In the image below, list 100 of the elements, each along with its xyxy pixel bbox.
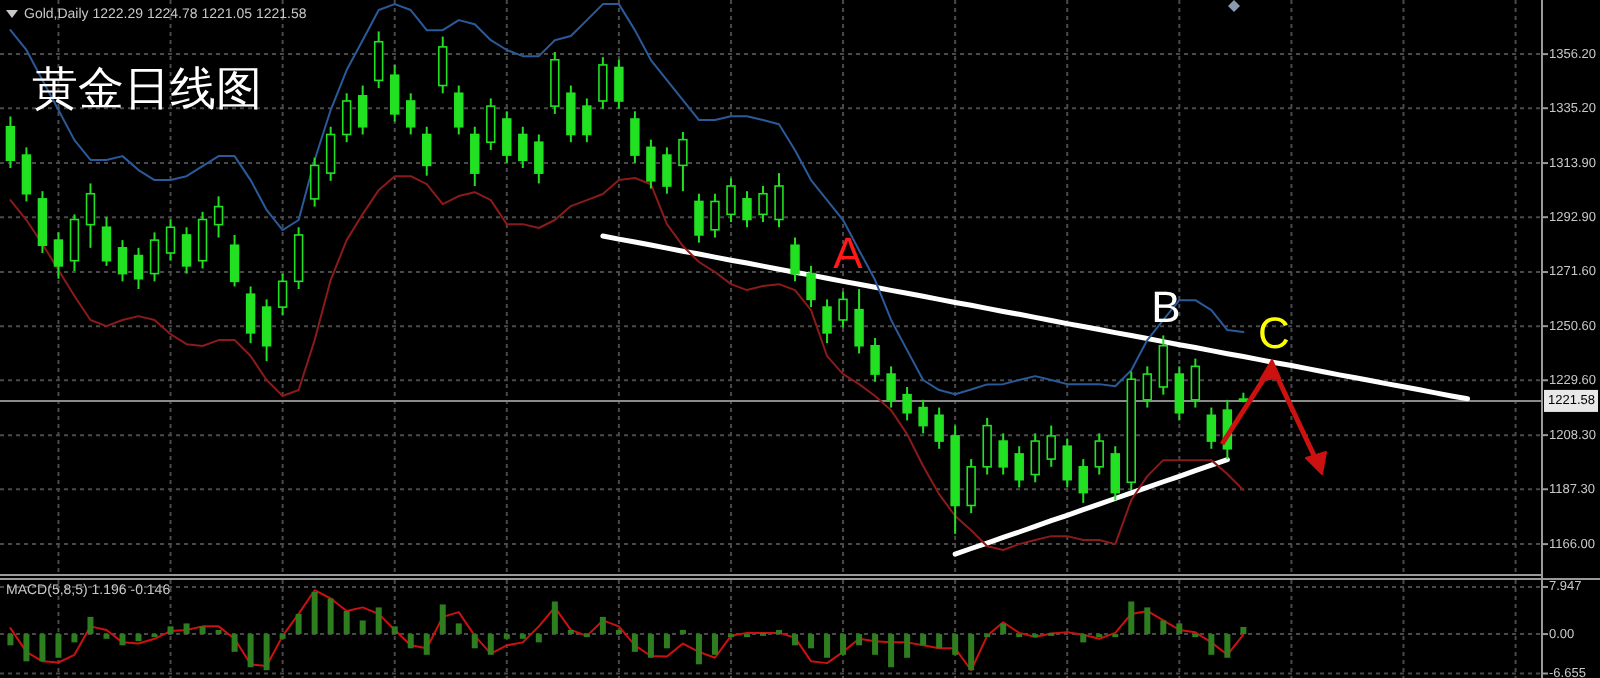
candlestick <box>454 84 464 136</box>
candlestick <box>774 172 784 229</box>
bar <box>87 616 94 635</box>
bar <box>888 634 895 668</box>
candlestick <box>726 177 736 224</box>
bar <box>231 634 238 652</box>
candlestick <box>870 337 880 383</box>
candlestick <box>1174 365 1185 422</box>
bar <box>808 634 815 649</box>
candlestick <box>229 233 240 288</box>
candlestick <box>646 138 656 190</box>
candlestick <box>678 130 688 193</box>
candlestick <box>53 231 64 280</box>
candlestick <box>902 385 912 422</box>
candlestick <box>293 226 304 291</box>
candlestick <box>373 30 384 90</box>
candlestick <box>742 190 752 229</box>
candlestick <box>630 110 640 164</box>
bar <box>23 634 30 662</box>
candlestick <box>357 84 368 136</box>
bar <box>663 634 670 649</box>
candlestick <box>598 56 608 110</box>
bar <box>391 626 398 635</box>
bar <box>359 620 366 635</box>
bar <box>439 604 446 635</box>
candlestick <box>1206 406 1217 450</box>
line-series <box>9 3 1245 396</box>
annotation: A <box>833 227 864 278</box>
bar <box>695 634 702 665</box>
bar <box>487 634 494 655</box>
bar <box>55 634 62 658</box>
line-series <box>952 457 1230 557</box>
bar <box>455 623 462 635</box>
line-series <box>600 233 1471 402</box>
bar <box>567 629 574 635</box>
bar <box>311 591 318 635</box>
bar <box>39 634 46 662</box>
bar <box>71 634 78 643</box>
candlestick <box>21 146 32 203</box>
bar <box>615 629 622 635</box>
candlestick <box>822 298 832 345</box>
candlestick <box>1142 365 1153 409</box>
candlestick <box>1014 445 1024 489</box>
candlestick <box>918 398 928 435</box>
candlestick <box>854 288 864 355</box>
candlestick <box>486 97 496 151</box>
bar <box>1128 601 1135 635</box>
bar <box>295 613 302 635</box>
bar <box>776 629 783 635</box>
bar <box>952 634 959 655</box>
bar <box>1240 626 1247 635</box>
candlestick <box>69 213 80 273</box>
bar <box>407 634 414 649</box>
bar <box>247 634 254 668</box>
bar <box>551 601 558 635</box>
candlestick <box>518 125 528 169</box>
candlestick <box>838 290 848 329</box>
candlestick <box>1046 424 1056 468</box>
candlestick <box>982 416 992 476</box>
bar <box>327 598 334 635</box>
bar <box>599 616 606 635</box>
candlestick <box>261 298 272 363</box>
candlestick <box>886 365 896 409</box>
bar <box>1176 623 1183 635</box>
bar <box>824 634 831 658</box>
bar <box>1224 634 1231 658</box>
candlestick <box>534 133 544 185</box>
bar <box>792 634 799 646</box>
bar <box>872 634 879 655</box>
candlestick <box>133 246 144 291</box>
candlestick <box>566 84 576 144</box>
candlestick <box>117 239 128 283</box>
candlestick <box>1190 357 1201 409</box>
candlestick <box>101 215 112 267</box>
candlestick <box>422 125 432 177</box>
bar <box>920 634 927 646</box>
candlestick <box>213 195 224 239</box>
candlestick <box>966 458 976 515</box>
bar <box>1080 634 1087 643</box>
candlestick <box>710 192 720 239</box>
candlestick <box>1078 458 1088 504</box>
candlestick <box>502 110 512 164</box>
candlestick <box>389 63 400 123</box>
candlestick <box>934 406 944 450</box>
annotation: C <box>1258 307 1291 358</box>
bar <box>471 634 478 649</box>
candlestick <box>85 182 96 249</box>
bar <box>1208 634 1215 655</box>
candlestick <box>550 51 560 115</box>
candlestick <box>149 231 160 283</box>
bar <box>856 634 863 646</box>
bar <box>7 634 14 646</box>
candlestick <box>1030 432 1040 484</box>
candlestick <box>197 210 208 270</box>
bar <box>904 634 911 658</box>
bar <box>135 634 142 642</box>
bar <box>647 634 654 658</box>
bar <box>1160 620 1167 635</box>
candlestick <box>1158 334 1169 396</box>
bar <box>167 626 174 635</box>
